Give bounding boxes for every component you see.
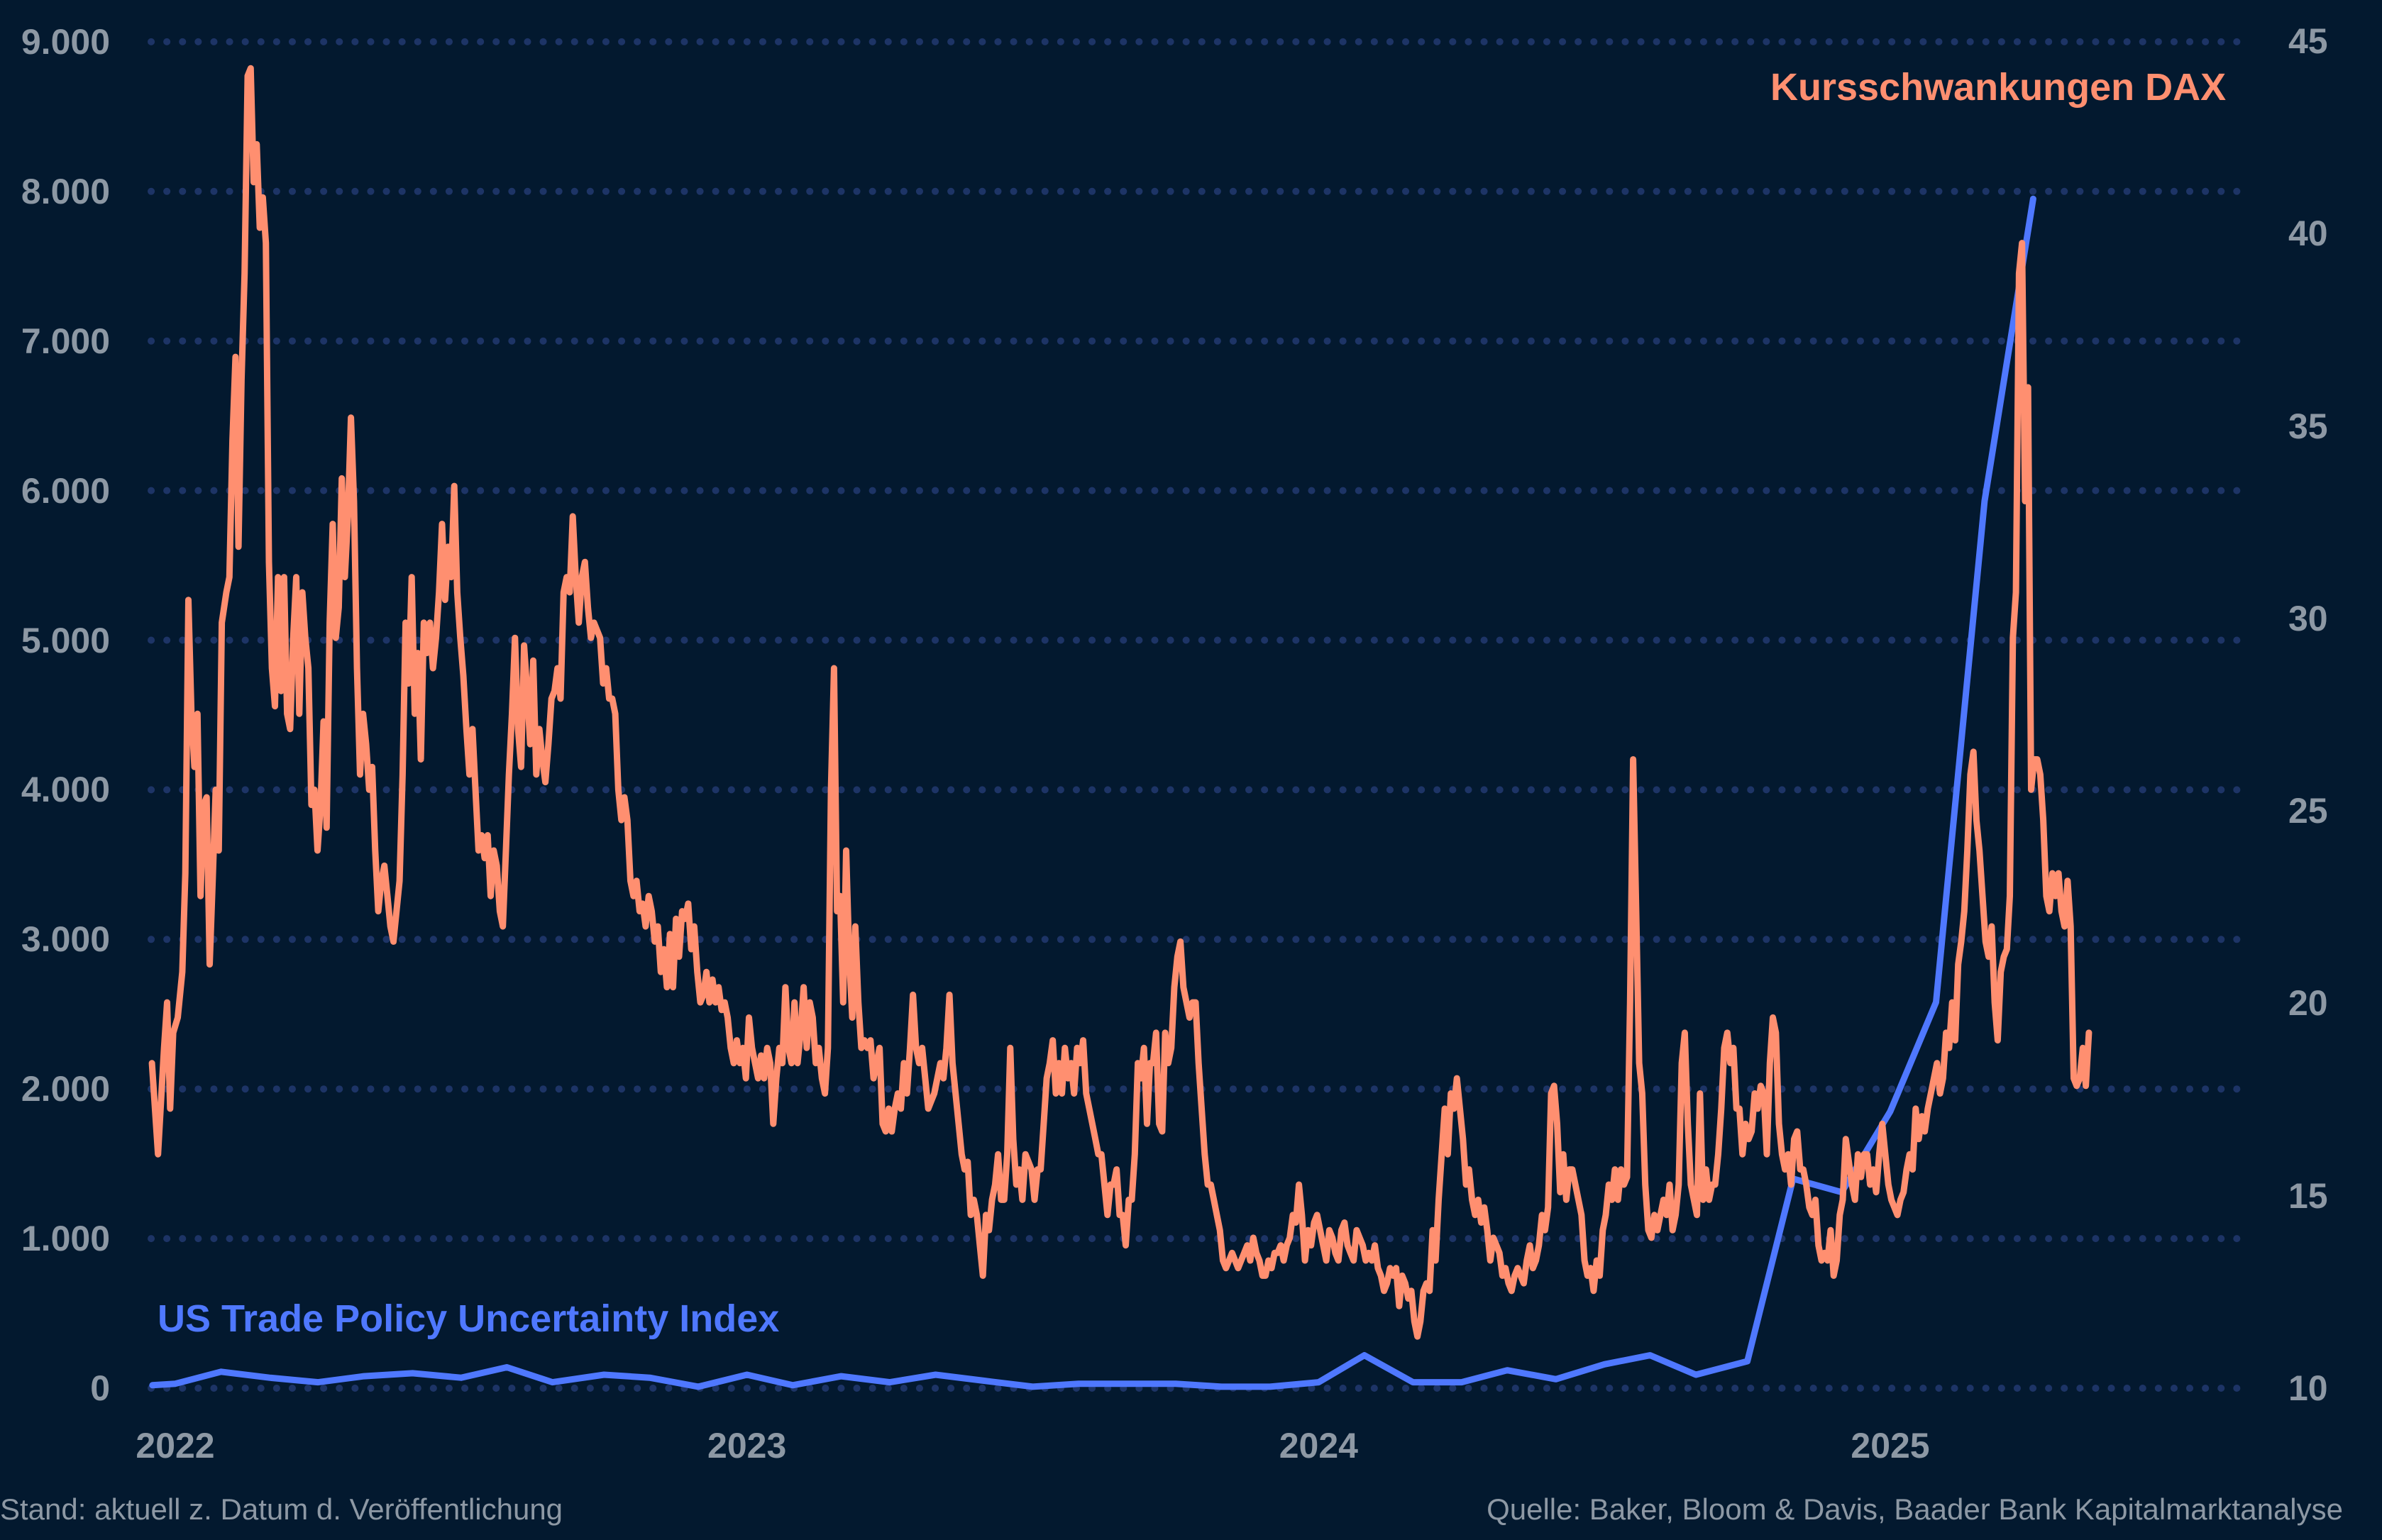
footer-source: Quelle: Baker, Bloom & Davis, Baader Ban… (1487, 1492, 2343, 1526)
left-axis-tick: 8.000 (21, 171, 110, 211)
footer-date-note: Stand: aktuell z. Datum d. Veröffentlich… (0, 1492, 563, 1526)
right-axis-tick: 15 (2288, 1175, 2328, 1216)
x-axis-tick: 2025 (1851, 1426, 1930, 1466)
x-axis-tick: 2022 (136, 1426, 215, 1466)
left-axis-tick: 5.000 (21, 620, 110, 660)
right-axis-tick: 10 (2288, 1368, 2328, 1408)
left-axis-tick: 2.000 (21, 1069, 110, 1109)
right-axis-tick: 20 (2288, 983, 2328, 1024)
left-axis-tick: 3.000 (21, 919, 110, 960)
dax-volatility-line (148, 65, 2092, 1340)
right-axis-tick: 30 (2288, 598, 2328, 638)
left-axis-tick: 6.000 (21, 470, 110, 511)
dax-series-label: Kursschwankungen DAX (1770, 66, 2227, 109)
left-axis-tick: 0 (90, 1368, 110, 1408)
right-axis-tick: 25 (2288, 791, 2328, 831)
right-axis-tick: 35 (2288, 406, 2328, 446)
tpu-series-label: US Trade Policy Uncertainty Index (158, 1297, 780, 1340)
left-axis-tick: 1.000 (21, 1219, 110, 1259)
right-axis-tick: 45 (2288, 21, 2328, 61)
right-axis-tick: 40 (2288, 214, 2328, 254)
left-axis-tick: 9.000 (21, 21, 110, 62)
left-axis-tick: 7.000 (21, 321, 110, 361)
trade-policy-uncertainty-line (149, 195, 2036, 1390)
x-axis-tick: 2023 (707, 1426, 787, 1466)
x-axis-tick: 2024 (1279, 1426, 1358, 1466)
left-axis-tick: 4.000 (21, 770, 110, 810)
